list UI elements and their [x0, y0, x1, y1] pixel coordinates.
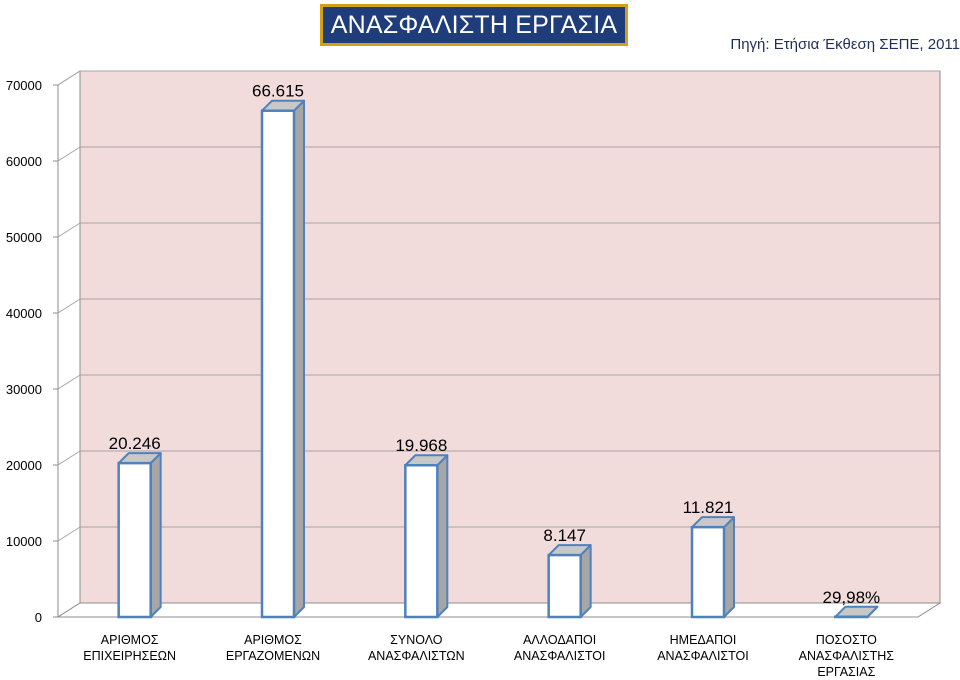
x-tick-label-line: ΑΡΙΘΜΟΣ: [101, 633, 159, 647]
x-tick-label-line: ΠΟΣΟΣΤΟ: [816, 633, 877, 647]
x-tick-label-line: ΑΝΑΣΦΑΛΙΣΤΩΝ: [368, 649, 465, 663]
x-tick-label: ΑΡΙΘΜΟΣ ΕΠΙΧΕΙΡΗΣΕΩΝ: [83, 633, 176, 663]
bar: [547, 553, 582, 619]
x-tick-label-line: ΣΥΝΟΛΟ: [390, 633, 443, 647]
x-tick-label-line: ΑΝΑΣΦΑΛΙΣΤΗΣ: [799, 649, 895, 663]
data-label: 8.147: [543, 526, 586, 545]
chart-title-box: ΑΝΑΣΦΑΛΙΣΤΗ ΕΡΓΑΣΙΑ: [320, 4, 628, 46]
chart-title: ΑΝΑΣΦΑΛΙΣΤΗ ΕΡΓΑΣΙΑ: [330, 10, 618, 39]
y-tick-label: 0: [35, 610, 42, 625]
x-tick-label-line: ΗΜΕΔΑΠΟΙ: [670, 633, 737, 647]
plot-floor: [56, 602, 942, 618]
y-tick-label: 40000: [6, 306, 42, 321]
y-tick-label: 30000: [6, 382, 42, 397]
bar-side: [436, 454, 449, 618]
data-label: 19.968: [395, 436, 447, 455]
data-label: 20.246: [109, 434, 161, 453]
x-tick-label-line: ΑΝΑΣΦΑΛΙΣΤΟΙ: [514, 649, 606, 663]
gridline-diagonal: [57, 374, 81, 390]
x-tick-label: ΗΜΕΔΑΠΟΙ ΑΝΑΣΦΑΛΙΣΤΟΙ: [657, 633, 749, 663]
bar: [117, 461, 152, 619]
gridline-diagonal: [57, 450, 81, 466]
y-tick-label: 50000: [6, 230, 42, 245]
bar: [404, 463, 439, 619]
x-tick-label-line: ΑΝΑΣΦΑΛΙΣΤΟΙ: [657, 649, 749, 663]
data-label: 66.615: [252, 82, 304, 101]
gridline-diagonal: [57, 298, 81, 314]
plot-back-wall: [79, 70, 941, 604]
y-tick-label: 60000: [6, 154, 42, 169]
bar-side: [579, 544, 592, 618]
gridline-diagonal: [57, 146, 81, 162]
x-tick-label-line: ΕΡΓΑΖΟΜΕΝΩΝ: [226, 649, 320, 663]
x-tick-label: ΑΡΙΘΜΟΣ ΕΡΓΑΖΟΜΕΝΩΝ: [226, 633, 320, 663]
bar-side: [723, 516, 735, 618]
gridline-diagonal: [57, 70, 81, 86]
x-tick-label: ΠΟΣΟΣΤΟ ΑΝΑΣΦΑΛΙΣΤΗΣ ΕΡΓΑΣΙΑΣ: [799, 633, 895, 679]
bar-side: [149, 452, 162, 618]
x-tick-label: ΑΛΛΟΔΑΠΟΙ ΑΝΑΣΦΑΛΙΣΤΟΙ: [514, 633, 606, 663]
data-label: 11.821: [683, 498, 734, 517]
data-label: 29,98%: [822, 588, 880, 607]
x-tick-label: ΣΥΝΟΛΟ ΑΝΑΣΦΑΛΙΣΤΩΝ: [368, 633, 465, 663]
y-tick-label: 10000: [6, 534, 42, 549]
gridline-diagonal: [57, 526, 81, 542]
gridline-diagonal: [57, 222, 81, 238]
y-tick-label: 70000: [6, 78, 42, 93]
y-tick-label: 20000: [6, 458, 42, 473]
x-tick-label-line: ΕΡΓΑΣΙΑΣ: [817, 665, 875, 679]
x-tick-label-line: ΕΠΙΧΕΙΡΗΣΕΩΝ: [83, 649, 176, 663]
bar-side: [293, 99, 305, 618]
bar: [260, 109, 296, 619]
bar: [690, 525, 726, 619]
source-note: Πηγή: Ετήσια Έκθεση ΣΕΠΕ, 2011: [730, 36, 960, 53]
x-tick-label-line: ΑΡΙΘΜΟΣ: [244, 633, 302, 647]
x-tick-label-line: ΑΛΛΟΔΑΠΟΙ: [523, 633, 596, 647]
